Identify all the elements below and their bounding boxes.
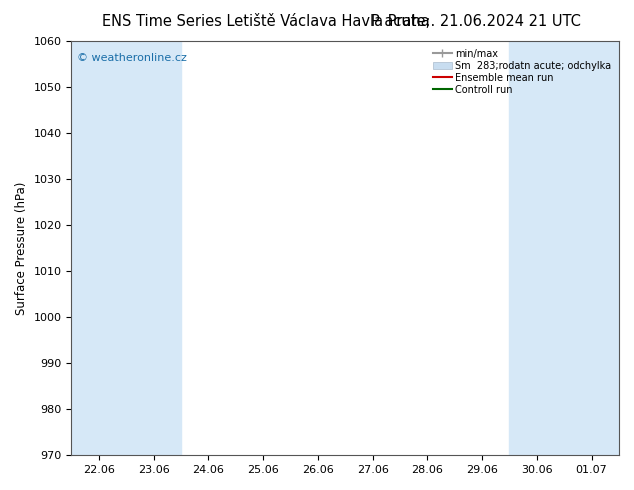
Text: P acute;. 21.06.2024 21 UTC: P acute;. 21.06.2024 21 UTC bbox=[370, 14, 581, 29]
Y-axis label: Surface Pressure (hPa): Surface Pressure (hPa) bbox=[15, 181, 28, 315]
Bar bbox=[72, 41, 181, 455]
Text: ENS Time Series Letiště Václava Havla Praha: ENS Time Series Letiště Václava Havla Pr… bbox=[103, 14, 430, 29]
Text: © weatheronline.cz: © weatheronline.cz bbox=[77, 53, 187, 64]
Legend: min/max, Sm  283;rodatn acute; odchylka, Ensemble mean run, Controll run: min/max, Sm 283;rodatn acute; odchylka, … bbox=[430, 46, 614, 98]
Bar bbox=[510, 41, 619, 455]
